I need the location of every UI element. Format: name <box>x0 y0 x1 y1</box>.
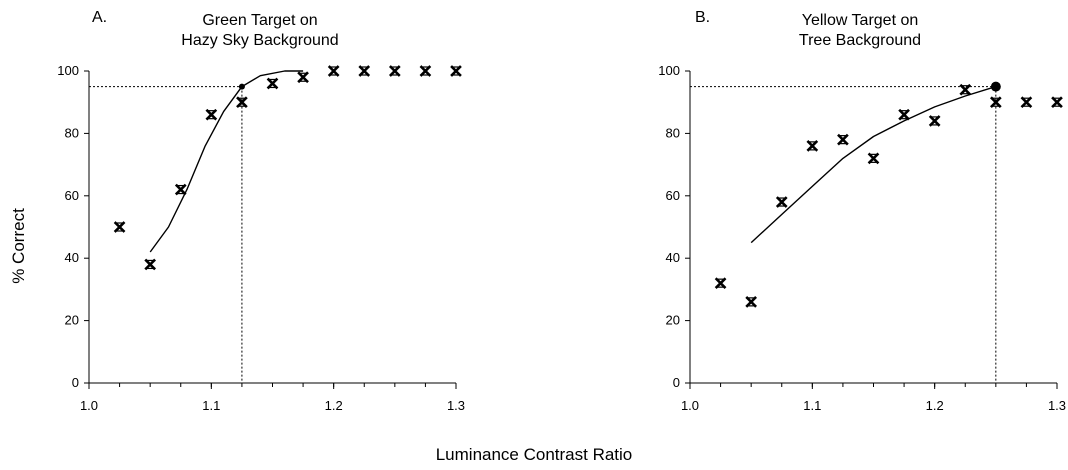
y-tick-label: 40 <box>666 250 680 265</box>
y-tick-label: 80 <box>666 125 680 140</box>
data-point-marker <box>837 133 849 146</box>
data-point <box>745 296 758 308</box>
panel-label: A. <box>92 9 107 26</box>
y-tick-label: 20 <box>666 313 680 328</box>
data-point <box>989 96 1002 109</box>
x-tick-label: 1.0 <box>681 398 699 413</box>
data-point-marker <box>867 152 880 165</box>
data-point <box>806 140 819 152</box>
x-tick-label: 1.0 <box>80 398 98 413</box>
data-point <box>775 196 788 208</box>
data-point <box>928 115 941 127</box>
y-tick-label: 80 <box>65 125 79 140</box>
data-point-marker <box>144 258 157 271</box>
panel-a: 0 20 40 60 80 100 1.0 1.1 1.2 1.3 A. Green Target o… <box>57 9 465 413</box>
threshold-point <box>990 81 1001 92</box>
data-point-marker <box>714 277 727 289</box>
threshold-point <box>238 83 245 90</box>
y-tick-label: 0 <box>72 375 79 390</box>
data-point <box>205 108 218 121</box>
data-point-marker <box>1051 96 1063 109</box>
data-point-marker <box>928 115 941 127</box>
data-point-marker <box>898 108 910 121</box>
panel-label: B. <box>695 9 710 26</box>
data-point-marker <box>266 77 279 90</box>
data-point-marker <box>1020 96 1033 109</box>
data-point <box>174 183 187 196</box>
x-tick-label: 1.2 <box>325 398 343 413</box>
data-point-marker <box>959 83 972 96</box>
data-point-marker <box>806 140 819 152</box>
data-point-marker <box>989 96 1002 109</box>
data-point <box>837 133 849 146</box>
data-point <box>714 277 727 289</box>
panel-title-line: Hazy Sky Background <box>181 32 338 49</box>
data-point <box>266 77 279 90</box>
panel-title-line: Tree Background <box>799 32 921 49</box>
data-point <box>867 152 880 165</box>
panel-title-line: Yellow Target on <box>802 12 919 29</box>
data-point-marker <box>297 71 309 84</box>
y-tick-label: 20 <box>65 313 79 328</box>
data-point <box>358 65 371 77</box>
panel-title-line: Green Target on <box>202 12 317 29</box>
data-point <box>450 65 462 77</box>
data-point-marker <box>419 65 432 77</box>
data-point <box>144 258 157 271</box>
x-tick-label: 1.1 <box>803 398 821 413</box>
data-point <box>1051 96 1063 109</box>
y-tick-label: 60 <box>65 188 79 203</box>
x-tick-label: 1.3 <box>447 398 465 413</box>
fit-curve <box>750 85 997 244</box>
data-point <box>1020 96 1033 109</box>
data-point-marker <box>236 96 248 109</box>
data-point <box>419 65 432 77</box>
data-point <box>236 96 248 109</box>
y-axis-label: % Correct <box>9 208 28 284</box>
y-tick-label: 100 <box>57 63 79 78</box>
data-point <box>388 65 401 77</box>
data-point-marker <box>745 296 758 308</box>
data-point <box>959 83 972 96</box>
data-point <box>327 65 340 77</box>
data-point-marker <box>174 183 187 196</box>
data-point-marker <box>113 221 126 233</box>
data-point-marker <box>358 65 371 77</box>
data-point <box>297 71 309 84</box>
y-tick-label: 60 <box>666 188 680 203</box>
y-tick-label: 0 <box>673 375 680 390</box>
data-point <box>113 221 126 233</box>
y-tick-label: 40 <box>65 250 79 265</box>
data-point-marker <box>205 108 218 121</box>
data-point-marker <box>388 65 401 77</box>
fit-curve <box>149 70 304 253</box>
x-tick-label: 1.3 <box>1048 398 1066 413</box>
data-point-marker <box>327 65 340 77</box>
y-tick-label: 100 <box>658 63 680 78</box>
x-axis-label: Luminance Contrast Ratio <box>436 445 633 464</box>
x-tick-label: 1.1 <box>202 398 220 413</box>
data-point-marker <box>450 65 462 77</box>
data-point <box>898 108 910 121</box>
x-tick-label: 1.2 <box>926 398 944 413</box>
panel-b: 0 20 40 60 80 100 1.0 1.1 1.2 1.3 B. Yellow Target … <box>658 9 1066 413</box>
data-point-marker <box>775 196 788 208</box>
